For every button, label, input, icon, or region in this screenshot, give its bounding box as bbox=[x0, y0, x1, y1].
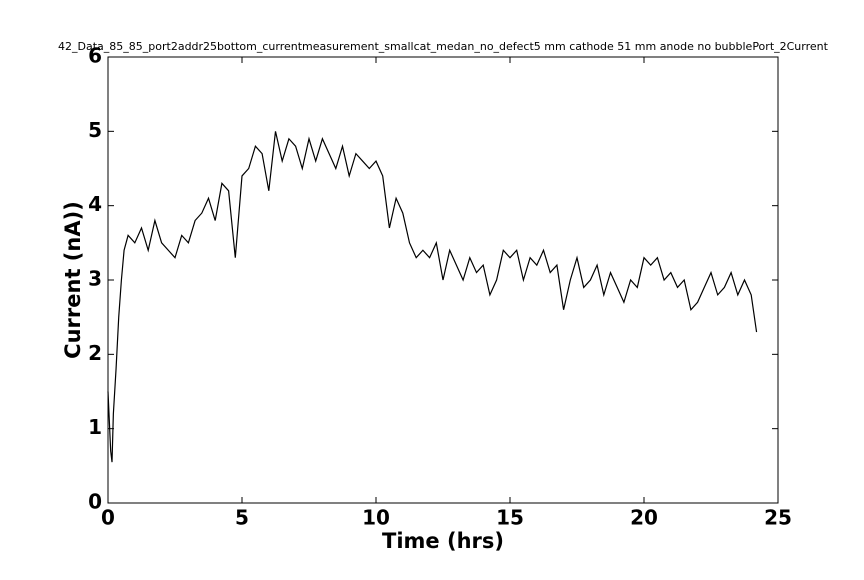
x-tick-label: 5 bbox=[235, 506, 249, 530]
y-tick-label: 0 bbox=[88, 490, 102, 514]
y-tick-label: 4 bbox=[88, 192, 102, 216]
y-axis-label: Current (nA)) bbox=[61, 201, 85, 359]
x-tick-label: 25 bbox=[764, 506, 792, 530]
x-tick-label: 10 bbox=[362, 506, 390, 530]
x-tick-label: 20 bbox=[630, 506, 658, 530]
y-tick-label: 3 bbox=[88, 267, 102, 291]
x-tick-label: 15 bbox=[496, 506, 524, 530]
y-tick-label: 6 bbox=[88, 44, 102, 68]
y-tick-label: 1 bbox=[88, 415, 102, 439]
x-tick-label: 0 bbox=[101, 506, 115, 530]
x-axis-label: Time (hrs) bbox=[382, 529, 504, 553]
chart-title: 42_Data_85_85_port2addr25bottom_currentm… bbox=[58, 40, 829, 53]
data-line bbox=[107, 131, 758, 463]
y-tick-label: 2 bbox=[88, 341, 102, 365]
y-tick-label: 5 bbox=[88, 118, 102, 142]
